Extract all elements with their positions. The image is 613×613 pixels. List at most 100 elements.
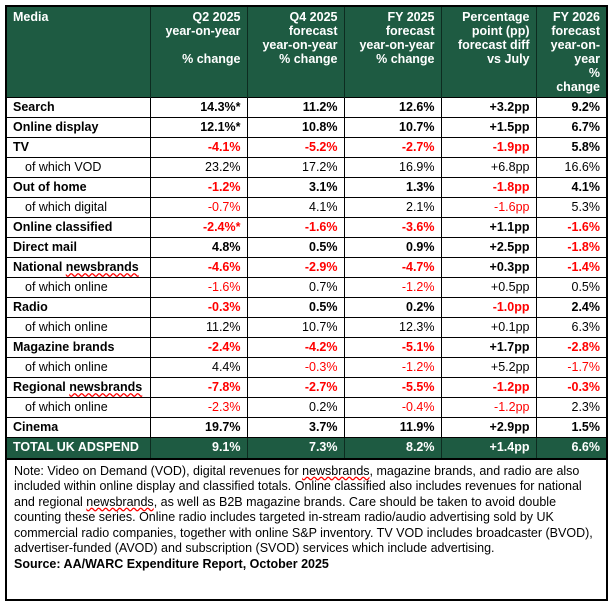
table-row: of which online -1.6% 0.7% -1.2% +0.5pp 0.5%	[7, 277, 606, 298]
table-row: National newsbrands -4.6% -2.9% -4.7% +0.3pp…	[7, 257, 606, 278]
row-label: Online display	[7, 117, 151, 138]
table-cell-fy_2025: 1.3%	[344, 177, 442, 198]
total-cell-fy_2025: 8.2%	[344, 437, 442, 459]
table-row: Search 14.3%* 11.2% 12.6% +3.2pp 9.2%	[7, 97, 606, 118]
table-cell-fy_2026: 1.5%	[536, 417, 606, 438]
table-cell-fy_2026: -0.3%	[536, 377, 606, 398]
table-cell-q2_2025: -1.2%	[150, 177, 248, 198]
total-cell-pp_diff: +1.4pp	[441, 437, 537, 459]
table-cell-pp_diff: +3.2pp	[441, 97, 537, 118]
table-cell-fy_2026: 16.6%	[536, 157, 606, 178]
spellcheck-underline: newsbrands	[65, 260, 139, 274]
adspend-table: Media Q2 2025 year-on-year % change Q4 2…	[7, 7, 606, 599]
table-cell-fy_2026: -2.8%	[536, 337, 606, 358]
source-text: Source: AA/WARC Expenditure Report, Octo…	[14, 557, 329, 572]
row-label: of which digital	[7, 197, 151, 218]
row-label: Out of home	[7, 177, 151, 198]
table-cell-fy_2026: 9.2%	[536, 97, 606, 118]
spellcheck-underline: newsbrands	[69, 380, 143, 394]
total-cell-q4_2025: 7.3%	[247, 437, 345, 459]
table-cell-q4_2025: -0.3%	[247, 357, 345, 378]
row-label: TV	[7, 137, 151, 158]
column-header-pp-diff: Percentage point (pp) forecast diff vs J…	[441, 7, 537, 98]
table-cell-fy_2025: -1.2%	[344, 357, 442, 378]
table-cell-fy_2025: 12.6%	[344, 97, 442, 118]
table-cell-q2_2025: -2.4%*	[150, 217, 248, 238]
table-cell-q2_2025: 14.3%*	[150, 97, 248, 118]
total-cell-q2_2025: 9.1%	[150, 437, 248, 459]
table-cell-q2_2025: 4.4%	[150, 357, 248, 378]
table-cell-pp_diff: -1.2pp	[441, 397, 537, 418]
table-cell-pp_diff: +1.5pp	[441, 117, 537, 138]
table-cell-fy_2025: -5.1%	[344, 337, 442, 358]
table-cell-pp_diff: +0.5pp	[441, 277, 537, 298]
table-row: of which digital -0.7% 4.1% 2.1% -1.6pp 5.3%	[7, 197, 606, 218]
table-cell-q2_2025: 4.8%	[150, 237, 248, 258]
table-row: Direct mail 4.8% 0.5% 0.9% +2.5pp -1.8%	[7, 237, 606, 258]
table-cell-fy_2025: 0.2%	[344, 297, 442, 318]
table-cell-q4_2025: -1.6%	[247, 217, 345, 238]
table-cell-q4_2025: -2.9%	[247, 257, 345, 278]
table-cell-pp_diff: +1.7pp	[441, 337, 537, 358]
table-cell-fy_2026: 5.3%	[536, 197, 606, 218]
table-cell-q4_2025: 11.2%	[247, 97, 345, 118]
table-cell-q4_2025: 3.1%	[247, 177, 345, 198]
row-label: of which online	[7, 277, 151, 298]
table-cell-fy_2025: -3.6%	[344, 217, 442, 238]
table-cell-fy_2026: -1.6%	[536, 217, 606, 238]
table-cell-q4_2025: 4.1%	[247, 197, 345, 218]
table-cell-fy_2025: 2.1%	[344, 197, 442, 218]
table-row: Regional newsbrands -7.8% -2.7% -5.5% -1.2pp…	[7, 377, 606, 398]
table-cell-fy_2026: 2.3%	[536, 397, 606, 418]
table-cell-fy_2025: 16.9%	[344, 157, 442, 178]
table-cell-q4_2025: 10.8%	[247, 117, 345, 138]
footnote-text: Note: Video on Demand (VOD), digital rev…	[14, 463, 593, 556]
table-row: of which online 11.2% 10.7% 12.3% +0.1pp 6.3%	[7, 317, 606, 338]
table-cell-pp_diff: -1.6pp	[441, 197, 537, 218]
total-row-label: TOTAL UK ADSPEND	[7, 437, 151, 459]
adspend-table-container: Media Q2 2025 year-on-year % change Q4 2…	[5, 5, 608, 601]
row-label: National newsbrands	[7, 257, 151, 278]
spellcheck-underline: newsbrands	[302, 463, 370, 478]
table-cell-fy_2026: 6.7%	[536, 117, 606, 138]
table-cell-q2_2025: -1.6%	[150, 277, 248, 298]
table-cell-fy_2026: 6.3%	[536, 317, 606, 338]
table-cell-q2_2025: -4.6%	[150, 257, 248, 278]
table-cell-q4_2025: 3.7%	[247, 417, 345, 438]
column-header-fy-2025: FY 2025 forecast year-on-year % change	[344, 7, 442, 98]
table-row: Out of home -1.2% 3.1% 1.3% -1.8pp 4.1%	[7, 177, 606, 198]
row-label: Search	[7, 97, 151, 118]
table-cell-fy_2026: 4.1%	[536, 177, 606, 198]
table-cell-fy_2025: 0.9%	[344, 237, 442, 258]
table-cell-q4_2025: 0.5%	[247, 297, 345, 318]
row-label: of which online	[7, 317, 151, 338]
row-label: Regional newsbrands	[7, 377, 151, 398]
row-label: of which VOD	[7, 157, 151, 178]
table-row: of which VOD 23.2% 17.2% 16.9% +6.8pp 16.6%	[7, 157, 606, 178]
table-row: Radio -0.3% 0.5% 0.2% -1.0pp 2.4%	[7, 297, 606, 318]
row-label: Radio	[7, 297, 151, 318]
row-label: of which online	[7, 357, 151, 378]
table-cell-q2_2025: 12.1%*	[150, 117, 248, 138]
table-cell-fy_2025: 12.3%	[344, 317, 442, 338]
table-cell-q4_2025: 10.7%	[247, 317, 345, 338]
table-cell-pp_diff: -1.2pp	[441, 377, 537, 398]
table-cell-pp_diff: -1.0pp	[441, 297, 537, 318]
table-cell-fy_2026: -1.8%	[536, 237, 606, 258]
table-cell-q2_2025: -0.7%	[150, 197, 248, 218]
table-cell-fy_2025: -4.7%	[344, 257, 442, 278]
row-label: of which online	[7, 397, 151, 418]
column-header-q4-2025: Q4 2025 forecast year-on-year % change	[247, 7, 345, 98]
table-header: Media Q2 2025 year-on-year % change Q4 2…	[7, 7, 606, 98]
column-header-q2-2025: Q2 2025 year-on-year % change	[150, 7, 248, 98]
table-cell-q2_2025: -7.8%	[150, 377, 248, 398]
table-cell-fy_2025: -1.2%	[344, 277, 442, 298]
header-row: Media Q2 2025 year-on-year % change Q4 2…	[7, 7, 606, 98]
total-row: TOTAL UK ADSPEND 9.1% 7.3% 8.2% +1.4pp 6.6%	[7, 437, 606, 459]
row-label: Online classified	[7, 217, 151, 238]
table-cell-q4_2025: 0.5%	[247, 237, 345, 258]
table-row: Magazine brands -2.4% -4.2% -5.1% +1.7pp -2.8…	[7, 337, 606, 358]
table-cell-q4_2025: 0.2%	[247, 397, 345, 418]
table-cell-q2_2025: 11.2%	[150, 317, 248, 338]
table-cell-pp_diff: +0.1pp	[441, 317, 537, 338]
